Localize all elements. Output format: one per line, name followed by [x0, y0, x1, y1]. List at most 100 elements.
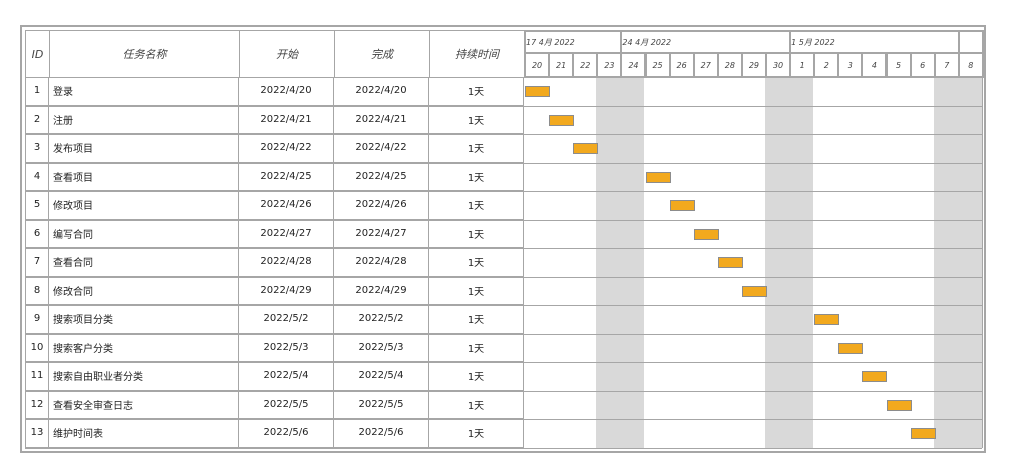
- task-finish[interactable]: 2022/4/21: [334, 105, 429, 134]
- task-start[interactable]: 2022/5/3: [239, 333, 334, 362]
- day-header: 24: [620, 52, 647, 78]
- weekend-shade: [596, 77, 621, 448]
- task-bar[interactable]: [886, 399, 912, 411]
- row-divider: [25, 390, 982, 392]
- task-name[interactable]: 发布项目: [49, 134, 239, 163]
- task-duration[interactable]: 1天: [429, 191, 524, 220]
- task-name[interactable]: 登录: [49, 77, 239, 106]
- task-start[interactable]: 2022/4/29: [239, 276, 334, 305]
- task-name[interactable]: 搜索项目分类: [49, 305, 239, 334]
- task-duration[interactable]: 1天: [429, 162, 524, 191]
- weekend-shade: [789, 77, 814, 448]
- task-name[interactable]: 注册: [49, 105, 239, 134]
- task-start[interactable]: 2022/4/20: [239, 77, 334, 106]
- column-header-id[interactable]: ID: [25, 30, 50, 78]
- task-duration[interactable]: 1天: [429, 305, 524, 334]
- task-finish[interactable]: 2022/5/3: [334, 333, 429, 362]
- task-bar[interactable]: [910, 428, 936, 439]
- task-finish[interactable]: 2022/4/28: [334, 248, 429, 277]
- task-id: 7: [25, 248, 49, 277]
- task-id: 5: [25, 191, 49, 220]
- task-name[interactable]: 修改合同: [49, 276, 239, 305]
- task-start[interactable]: 2022/4/25: [239, 162, 334, 191]
- task-duration[interactable]: 1天: [429, 390, 524, 419]
- task-finish[interactable]: 2022/5/5: [334, 390, 429, 419]
- task-id: 2: [25, 105, 49, 134]
- task-name[interactable]: 搜索自由职业者分类: [49, 362, 239, 391]
- task-finish[interactable]: 2022/4/29: [334, 276, 429, 305]
- task-start[interactable]: 2022/4/22: [239, 134, 334, 163]
- day-header: 20: [524, 52, 551, 78]
- row-divider: [25, 134, 982, 135]
- day-header: 4: [861, 52, 888, 78]
- row-divider: [25, 333, 982, 335]
- day-header: 6: [909, 52, 936, 78]
- task-start[interactable]: 2022/4/28: [239, 248, 334, 277]
- task-bar[interactable]: [862, 371, 888, 382]
- task-duration[interactable]: 1天: [429, 105, 524, 134]
- task-bar[interactable]: [693, 228, 719, 240]
- day-header: 30: [765, 52, 792, 78]
- task-bar[interactable]: [717, 257, 743, 268]
- task-bar[interactable]: [525, 86, 551, 97]
- task-bar[interactable]: [573, 143, 599, 154]
- task-name[interactable]: 编写合同: [49, 219, 239, 248]
- task-bar[interactable]: [645, 171, 671, 183]
- week-header: 17 4月 2022: [524, 30, 623, 54]
- row-divider: [25, 276, 982, 278]
- task-bar[interactable]: [669, 200, 695, 211]
- task-duration[interactable]: 1天: [429, 362, 524, 391]
- day-header: 25: [644, 52, 671, 78]
- weekend-shade: [620, 77, 645, 448]
- task-finish[interactable]: 2022/5/4: [334, 362, 429, 391]
- task-duration[interactable]: 1天: [429, 134, 524, 163]
- task-name[interactable]: 维护时间表: [49, 419, 239, 448]
- task-name[interactable]: 修改项目: [49, 191, 239, 220]
- task-finish[interactable]: 2022/4/27: [334, 219, 429, 248]
- task-duration[interactable]: 1天: [429, 419, 524, 448]
- task-bar[interactable]: [814, 314, 840, 325]
- task-name[interactable]: 查看合同: [49, 248, 239, 277]
- column-header-start[interactable]: 开始: [239, 30, 335, 78]
- task-name[interactable]: 搜索客户分类: [49, 333, 239, 362]
- task-id: 11: [25, 362, 49, 391]
- task-duration[interactable]: 1天: [429, 219, 524, 248]
- task-start[interactable]: 2022/4/26: [239, 191, 334, 220]
- task-bar[interactable]: [741, 285, 767, 297]
- week-header: [957, 30, 984, 54]
- task-bar[interactable]: [838, 342, 864, 354]
- gantt-frame: [20, 25, 986, 453]
- task-start[interactable]: 2022/4/27: [239, 219, 334, 248]
- task-bar[interactable]: [549, 114, 575, 126]
- task-name[interactable]: 查看项目: [49, 162, 239, 191]
- task-finish[interactable]: 2022/4/25: [334, 162, 429, 191]
- day-header: 26: [668, 52, 695, 78]
- row-divider: [25, 447, 982, 449]
- task-finish[interactable]: 2022/4/20: [334, 77, 429, 106]
- task-finish[interactable]: 2022/4/22: [334, 134, 429, 163]
- row-divider: [25, 219, 982, 221]
- task-start[interactable]: 2022/4/21: [239, 105, 334, 134]
- task-start[interactable]: 2022/5/6: [239, 419, 334, 448]
- task-finish[interactable]: 2022/5/6: [334, 419, 429, 448]
- task-duration[interactable]: 1天: [429, 333, 524, 362]
- task-start[interactable]: 2022/5/2: [239, 305, 334, 334]
- day-header: 28: [716, 52, 743, 78]
- task-id: 9: [25, 305, 49, 334]
- column-header-finish[interactable]: 完成: [334, 30, 430, 78]
- day-header: 2: [813, 52, 840, 78]
- task-start[interactable]: 2022/5/4: [239, 362, 334, 391]
- task-finish[interactable]: 2022/5/2: [334, 305, 429, 334]
- task-start[interactable]: 2022/5/5: [239, 390, 334, 419]
- task-name[interactable]: 查看安全审查日志: [49, 390, 239, 419]
- column-header-duration[interactable]: 持续时间: [429, 30, 525, 78]
- task-duration[interactable]: 1天: [429, 77, 524, 106]
- task-id: 1: [25, 77, 49, 106]
- task-finish[interactable]: 2022/4/26: [334, 191, 429, 220]
- row-divider: [25, 105, 982, 107]
- row-divider: [25, 305, 982, 306]
- task-duration[interactable]: 1天: [429, 248, 524, 277]
- row-divider: [25, 191, 982, 192]
- task-duration[interactable]: 1天: [429, 276, 524, 305]
- column-header-name[interactable]: 任务名称: [49, 30, 240, 78]
